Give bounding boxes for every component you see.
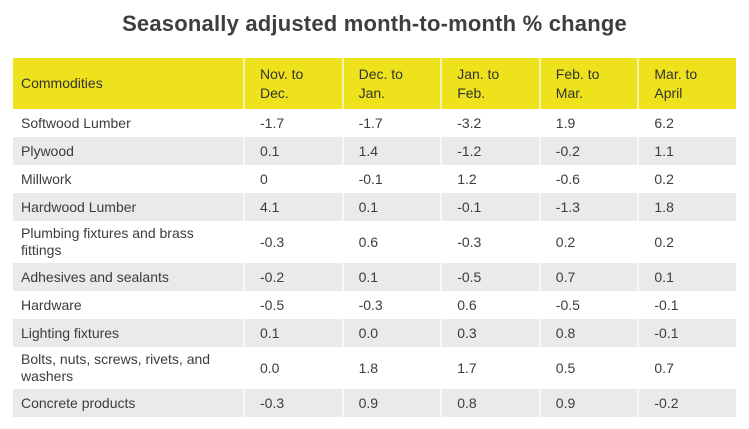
commodities-table: Commodities Nov. to Dec. Dec. to Jan. Ja… — [13, 58, 736, 417]
column-header-commodities: Commodities — [21, 75, 103, 91]
value-cell: 0.1 — [341, 193, 441, 221]
value-cell: -0.3 — [243, 221, 342, 263]
commodity-label: Plumbing fixtures and brass fittings — [21, 225, 194, 258]
value-cell: 0.1 — [243, 137, 342, 165]
value-cell: 0.3 — [440, 319, 539, 347]
table-row: Bolts, nuts, screws, rivets, and washers… — [13, 347, 736, 389]
value-cell: 0.7 — [538, 263, 638, 291]
value-cell: -0.2 — [243, 263, 342, 291]
commodity-label: Millwork — [21, 170, 72, 187]
value-cell: -1.3 — [538, 193, 638, 221]
value-cell: -0.3 — [341, 291, 441, 319]
table-row: Softwood Lumber -1.7 -1.7 -3.2 1.9 6.2 — [13, 109, 736, 137]
value-cell: 0.6 — [440, 291, 539, 319]
value-cell: 0.5 — [538, 347, 638, 389]
commodity-label: Plywood — [21, 142, 74, 159]
value-cell: 0.8 — [440, 389, 539, 417]
table-row: Millwork 0 -0.1 1.2 -0.6 0.2 — [13, 165, 736, 193]
value-cell: 0.6 — [341, 221, 441, 263]
column-header-dec-jan: Dec. to Jan. — [341, 58, 441, 109]
column-header-nov-dec: Nov. to Dec. — [243, 58, 342, 109]
column-header-mar-april: Mar. to April — [637, 58, 736, 109]
table-body: Softwood Lumber -1.7 -1.7 -3.2 1.9 6.2 P… — [13, 109, 736, 417]
commodity-label: Hardware — [21, 296, 82, 313]
value-cell: 0.8 — [538, 319, 638, 347]
value-cell: 1.8 — [637, 193, 736, 221]
value-cell: 0.7 — [637, 347, 736, 389]
value-cell: 4.1 — [243, 193, 342, 221]
value-cell: 0.1 — [243, 319, 342, 347]
commodity-label: Concrete products — [21, 394, 136, 411]
value-cell: -0.2 — [637, 389, 736, 417]
value-cell: -0.1 — [637, 291, 736, 319]
value-cell: -0.6 — [538, 165, 638, 193]
value-cell: -1.7 — [341, 109, 441, 137]
column-header-feb-mar: Feb. to Mar. — [538, 58, 638, 109]
value-cell: 0.2 — [637, 221, 736, 263]
value-cell: -0.2 — [538, 137, 638, 165]
page-title: Seasonally adjusted month-to-month % cha… — [122, 11, 627, 36]
table-row: Plywood 0.1 1.4 -1.2 -0.2 1.1 — [13, 137, 736, 165]
table-row: Plumbing fixtures and brass fittings -0.… — [13, 221, 736, 263]
value-cell: -3.2 — [440, 109, 539, 137]
commodity-label: Adhesives and sealants — [21, 268, 169, 285]
value-cell: -0.1 — [440, 193, 539, 221]
value-cell: -0.1 — [341, 165, 441, 193]
value-cell: 0.0 — [341, 319, 441, 347]
value-cell: -0.1 — [637, 319, 736, 347]
value-cell: 0.1 — [341, 263, 441, 291]
value-cell: 1.9 — [538, 109, 638, 137]
value-cell: 1.4 — [341, 137, 441, 165]
value-cell: 0.9 — [538, 389, 638, 417]
value-cell: -0.5 — [243, 291, 342, 319]
table-row: Lighting fixtures 0.1 0.0 0.3 0.8 -0.1 — [13, 319, 736, 347]
value-cell: 0 — [243, 165, 342, 193]
table-row: Concrete products -0.3 0.9 0.8 0.9 -0.2 — [13, 389, 736, 417]
value-cell: 0.0 — [243, 347, 342, 389]
commodity-label: Bolts, nuts, screws, rivets, and washers — [21, 351, 211, 384]
value-cell: 1.8 — [341, 347, 441, 389]
value-cell: -0.5 — [440, 263, 539, 291]
value-cell: 1.7 — [440, 347, 539, 389]
value-cell: -0.3 — [440, 221, 539, 263]
commodity-label: Softwood Lumber — [21, 114, 131, 131]
table-header-row: Commodities Nov. to Dec. Dec. to Jan. Ja… — [13, 58, 736, 109]
value-cell: -1.7 — [243, 109, 342, 137]
table-row: Adhesives and sealants -0.2 0.1 -0.5 0.7… — [13, 263, 736, 291]
value-cell: 0.2 — [538, 221, 638, 263]
value-cell: 6.2 — [637, 109, 736, 137]
value-cell: 0.9 — [341, 389, 441, 417]
value-cell: 1.2 — [440, 165, 539, 193]
value-cell: -1.2 — [440, 137, 539, 165]
commodity-label: Lighting fixtures — [21, 324, 120, 341]
column-header-jan-feb: Jan. to Feb. — [440, 58, 539, 109]
value-cell: 0.1 — [637, 263, 736, 291]
table-row: Hardwood Lumber 4.1 0.1 -0.1 -1.3 1.8 — [13, 193, 736, 221]
commodity-label: Hardwood Lumber — [21, 198, 137, 215]
value-cell: -0.5 — [538, 291, 638, 319]
value-cell: -0.3 — [243, 389, 342, 417]
value-cell: 0.2 — [637, 165, 736, 193]
value-cell: 1.1 — [637, 137, 736, 165]
table-row: Hardware -0.5 -0.3 0.6 -0.5 -0.1 — [13, 291, 736, 319]
